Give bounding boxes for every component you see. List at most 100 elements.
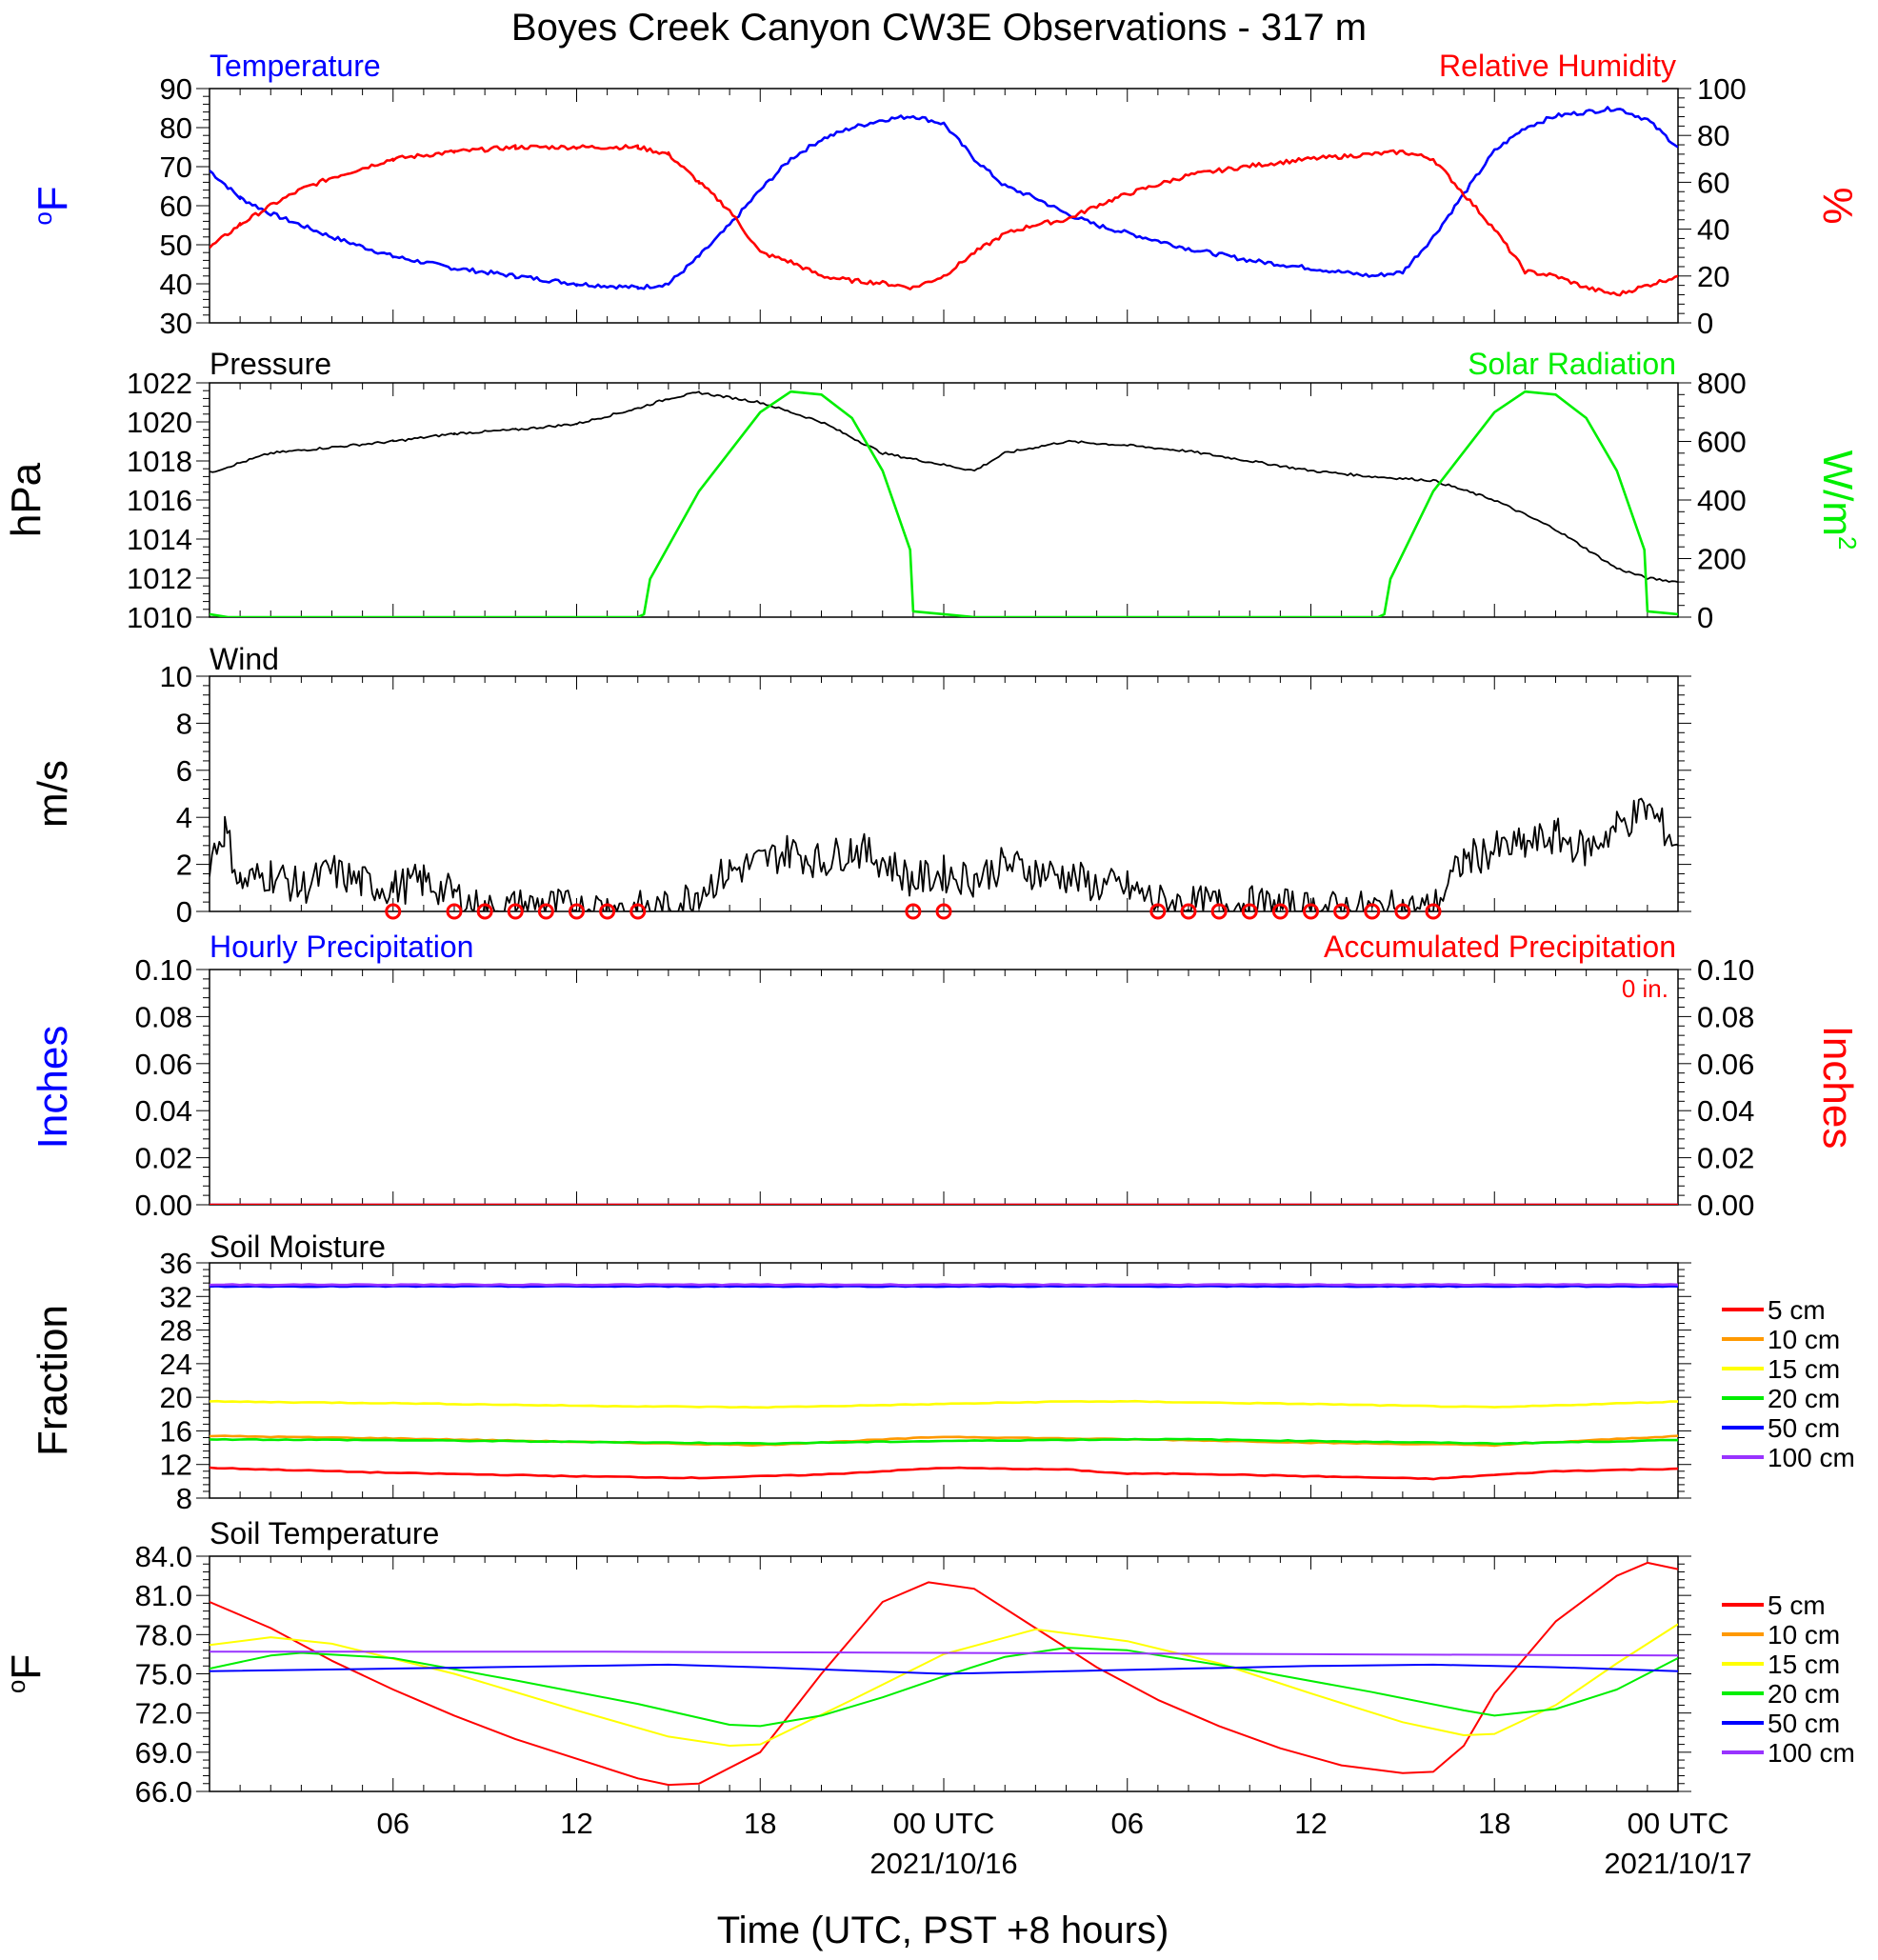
legend-label: 50 cm: [1768, 1413, 1840, 1443]
calm-marker: [1271, 903, 1289, 920]
y-tick-label: 28: [160, 1314, 192, 1348]
series-line-50-cm: [210, 1663, 1678, 1675]
calm-marker: [1425, 903, 1442, 920]
y-tick-label: 90: [160, 72, 192, 106]
series-group: [210, 106, 1678, 297]
y-axis-label: Inches: [30, 1026, 76, 1150]
y-tick-label: 60: [160, 190, 192, 223]
y-tick-label: 32: [160, 1280, 192, 1313]
y-tick-label: 72.0: [135, 1697, 192, 1730]
y-tick-label: 70: [160, 150, 192, 184]
accumulated-precipitation-total: 0 in.: [1622, 974, 1668, 1003]
y-tick-label: 66.0: [135, 1775, 192, 1809]
legend-label: 10 cm: [1768, 1620, 1840, 1650]
calm-marker: [476, 903, 493, 920]
calm-marker: [507, 903, 524, 920]
x-tick-label: 12: [1294, 1807, 1327, 1840]
calm-marker: [1303, 903, 1319, 920]
pressure-title: Pressure: [210, 347, 331, 381]
y-tick-label-right: 60: [1697, 166, 1729, 199]
y-tick-label-right: 0.02: [1697, 1142, 1754, 1175]
plot-precipitation: 0.10 0.08 0.06 0.04 0.02 0.00 0.10 0.08 0.06 0.04…: [30, 953, 1861, 1222]
y-tick-label-right: 0: [1697, 307, 1713, 340]
plot-temperature_rh: 90 80 70 60 50 40 30 100 80 60 40 20 0 oF%: [29, 72, 1861, 340]
calm-marker: [599, 903, 616, 920]
y-tick-label-right: 20: [1697, 260, 1729, 293]
series-line-20-cm: [210, 1647, 1678, 1728]
y-tick-label: 1018: [127, 445, 192, 478]
y-tick-label: 16: [160, 1414, 192, 1448]
calm-marker: [1241, 903, 1258, 920]
calm-marker: [385, 903, 402, 920]
x-tick-label: 00 UTC: [893, 1807, 995, 1840]
panel-soil-moisture: Soil Moisture: [210, 1230, 386, 1264]
plot-wind: 10 8 6 4 2 0 m/s: [30, 660, 1691, 929]
y-tick-label-right: 80: [1697, 119, 1729, 152]
series-line-5-cm: [210, 1561, 1678, 1787]
figure-title: Boyes Creek Canyon CW3E Observations - 3…: [511, 7, 1367, 49]
y-tick-label: 69.0: [135, 1736, 192, 1770]
calm-marker: [569, 903, 585, 920]
relative-humidity-title: Relative Humidity: [1439, 49, 1676, 83]
calm-marker: [1180, 903, 1197, 920]
y-tick-label: 1020: [127, 406, 192, 439]
series-group: [210, 797, 1678, 911]
y-tick-label: 1010: [127, 601, 192, 634]
y-axis-label: hPa: [3, 462, 50, 537]
plot-frame: [209, 1262, 1679, 1499]
y-tick-label: 1022: [127, 367, 192, 400]
y-tick-label: 40: [160, 268, 192, 301]
y-axis-label-right: Inches: [1814, 1026, 1861, 1150]
calm-marker: [1210, 903, 1228, 920]
y-tick-label: 0.08: [135, 1000, 192, 1033]
y-axis-label-right: %: [1814, 187, 1861, 224]
calm-marker: [446, 903, 463, 920]
legend-label: 10 cm: [1768, 1325, 1840, 1354]
x-tick-label: 18: [744, 1807, 776, 1840]
y-tick-label: 75.0: [135, 1658, 192, 1691]
y-tick-label: 50: [160, 229, 192, 262]
x-tick-label: 12: [560, 1807, 592, 1840]
plot-soil_temperature: 84.0 81.0 78.0 75.0 72.0 69.0 66.0 oF: [2, 1540, 1691, 1809]
y-axis-label: Fraction: [30, 1305, 76, 1456]
calm-marker: [537, 903, 554, 920]
series-line-solar-radiation: [210, 390, 1678, 617]
panel-soil-temperature: Soil Temperature: [210, 1516, 439, 1550]
x-tick-date-label: 2021/10/17: [1604, 1847, 1751, 1880]
calm-marker: [1149, 903, 1167, 920]
y-axis-label: m/s: [30, 760, 76, 828]
series-line-relative-humidity: [210, 144, 1678, 297]
legend-label: 20 cm: [1768, 1679, 1840, 1709]
hourly-precipitation-title: Hourly Precipitation: [210, 930, 473, 964]
y-tick-label: 84.0: [135, 1540, 192, 1573]
legend-label: 5 cm: [1768, 1590, 1826, 1620]
series-line-pressure: [210, 390, 1678, 583]
y-tick-label: 0.00: [135, 1189, 192, 1222]
y-tick-label: 8: [176, 1482, 192, 1515]
x-tick-label: 00 UTC: [1628, 1807, 1729, 1840]
series-line-100-cm: [210, 1650, 1678, 1657]
y-tick-label-right: 200: [1697, 543, 1747, 576]
legend-label: 100 cm: [1768, 1443, 1855, 1472]
soil-temperature-title: Soil Temperature: [210, 1516, 439, 1550]
temperature-title: Temperature: [210, 49, 381, 83]
series-line-20-cm: [210, 1437, 1678, 1446]
series-group: [210, 1561, 1678, 1787]
y-tick-label-right: 0: [1697, 601, 1713, 634]
wind-title: Wind: [210, 642, 279, 676]
y-tick-label-right: 40: [1697, 213, 1729, 247]
series-line-5-cm: [210, 1466, 1678, 1481]
y-axis-label: oF: [2, 1654, 50, 1693]
soil-moisture-title: Soil Moisture: [210, 1230, 386, 1264]
x-tick-label: 18: [1478, 1807, 1510, 1840]
y-tick-label: 0: [176, 895, 192, 929]
y-tick-label: 10: [160, 660, 192, 693]
panel-temperature-rh: Temperature Relative Humidity: [210, 49, 1676, 83]
panel-precipitation: Hourly Precipitation Accumulated Precipi…: [210, 930, 1676, 1003]
y-tick-label: 4: [176, 801, 192, 834]
legend-label: 100 cm: [1768, 1738, 1855, 1768]
legend-label: 15 cm: [1768, 1650, 1840, 1679]
y-tick-label: 1016: [127, 484, 192, 517]
